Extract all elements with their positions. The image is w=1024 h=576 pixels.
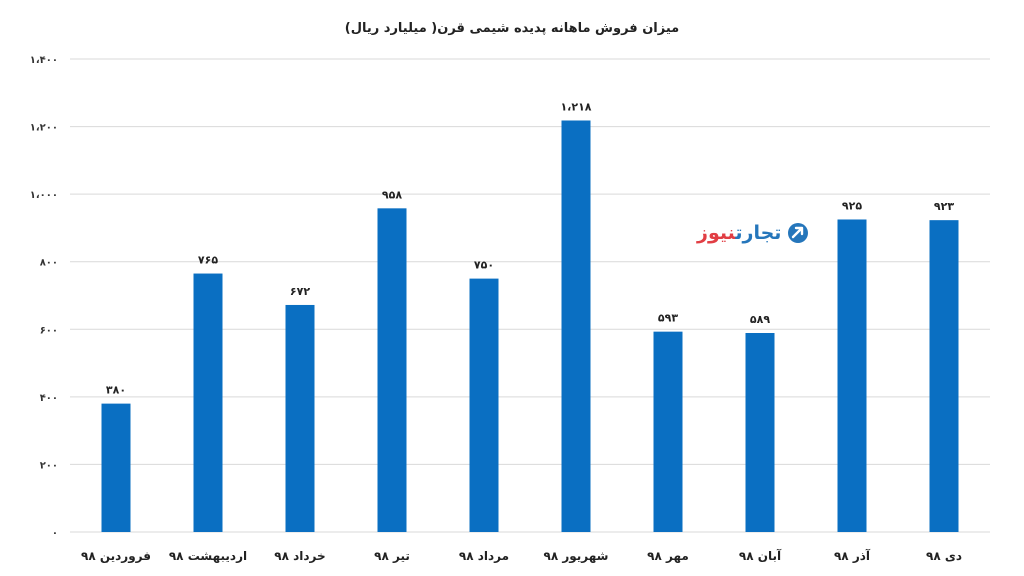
bar: [193, 273, 223, 532]
bar: [377, 208, 407, 532]
data-label: ۹۲۳: [934, 200, 954, 213]
bar: [101, 403, 131, 532]
y-tick-label: ۲۰۰: [40, 460, 58, 471]
category-label: آذر ۹۸: [834, 548, 871, 563]
y-tick-label: ۱،۰۰۰: [30, 190, 58, 201]
data-label: ۱،۲۱۸: [560, 100, 591, 113]
bar: [469, 278, 499, 532]
category-label: شهریور ۹۸: [544, 549, 609, 564]
data-label: ۳۸۰: [106, 384, 126, 397]
category-label: مرداد ۹۸: [459, 549, 509, 563]
bar: [653, 331, 683, 532]
bar: [929, 220, 959, 533]
data-label: ۷۶۵: [198, 254, 218, 267]
y-tick-label: ۴۰۰: [40, 393, 58, 404]
y-tick-label: ۰: [52, 528, 58, 539]
watermark-text: تجارتنیوز: [697, 222, 781, 244]
category-label: فروردین ۹۸: [81, 549, 151, 564]
data-label: ۹۵۸: [382, 188, 402, 201]
data-label: ۶۷۲: [290, 285, 310, 298]
category-label: دی ۹۸: [926, 549, 962, 563]
category-label: آبان ۹۸: [739, 548, 782, 563]
bar: [561, 120, 591, 533]
category-label: تیر ۹۸: [374, 549, 410, 563]
y-tick-label: ۸۰۰: [40, 258, 58, 269]
y-tick-label: ۱،۲۰۰: [30, 123, 58, 134]
watermark-word-red: نیوز: [697, 222, 736, 244]
data-label: ۷۵۰: [474, 259, 494, 272]
chart-title: میزان فروش ماهانه پدیده شیمی قرن( میلیار…: [344, 21, 680, 36]
category-label: خرداد ۹۸: [274, 549, 325, 563]
category-label: مهر ۹۸: [647, 549, 689, 563]
y-tick-label: ۱،۴۰۰: [30, 55, 58, 66]
data-label: ۵۹۳: [658, 312, 678, 325]
arrow-circle-logo-icon: [788, 223, 809, 243]
category-label: اردیبهشت ۹۸: [169, 549, 247, 563]
bar: [745, 333, 775, 532]
data-label: ۵۸۹: [750, 313, 770, 326]
watermark-logo: تجارتنیوز: [697, 222, 809, 244]
bar: [285, 304, 315, 532]
y-tick-label: ۶۰۰: [40, 325, 58, 336]
bar: [837, 219, 867, 532]
data-label: ۹۲۵: [842, 199, 862, 212]
watermark-word-blue: تجارت: [735, 222, 782, 244]
